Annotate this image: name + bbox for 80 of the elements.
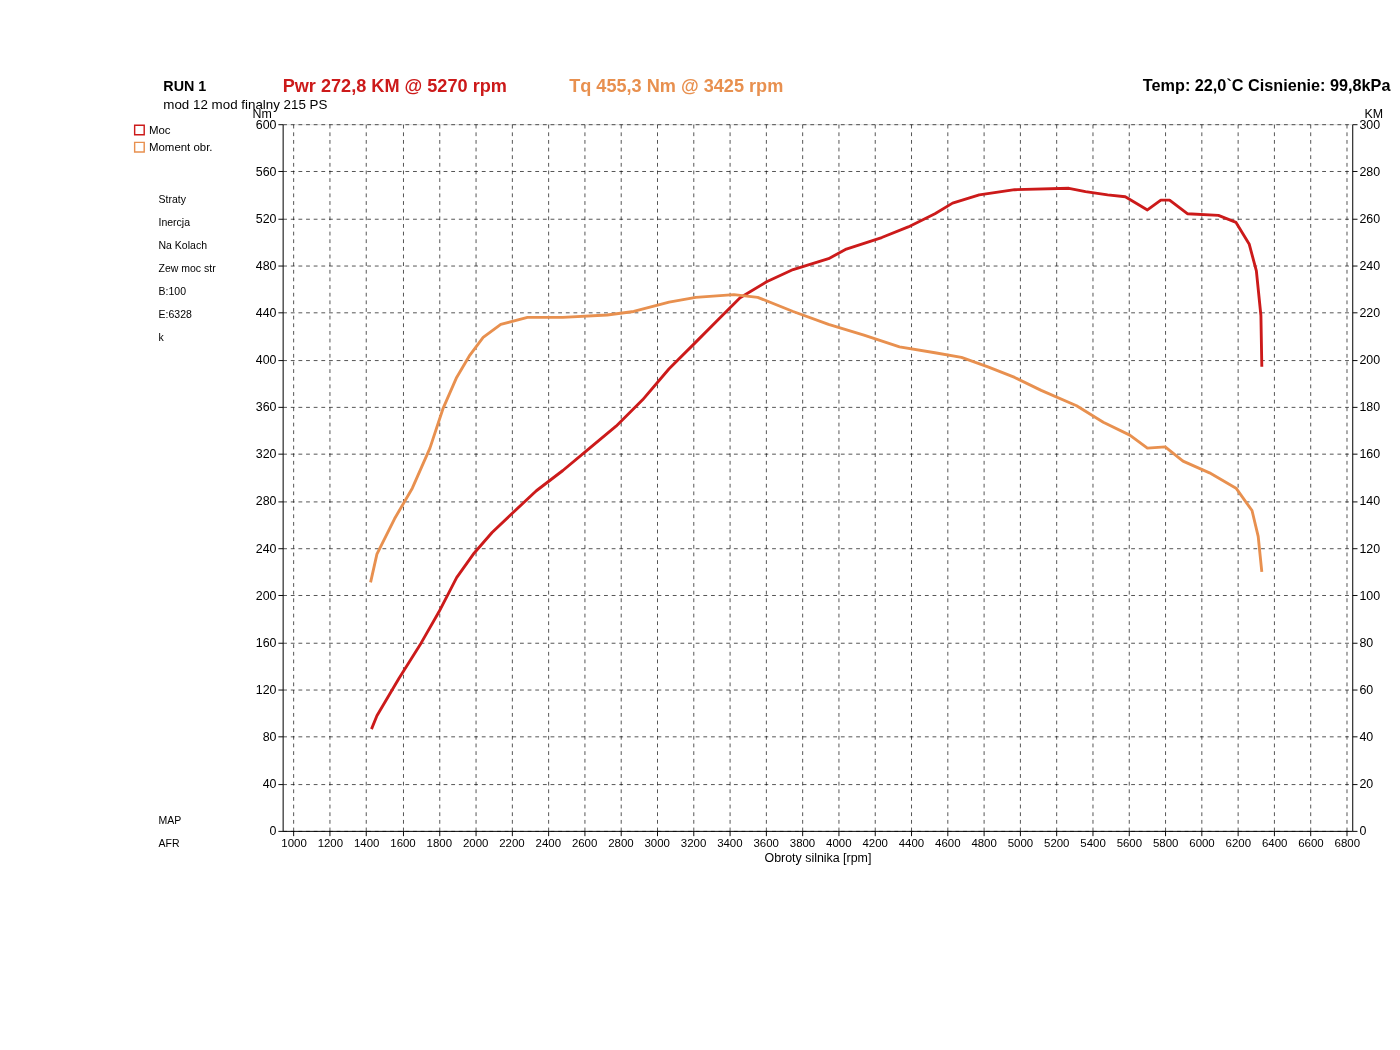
x-tick-label: 6000 — [1189, 836, 1215, 849]
y2-tick-label: 220 — [1359, 305, 1381, 320]
y2-tick-label: 240 — [1359, 258, 1381, 273]
legend-label: Moc — [148, 123, 171, 136]
x-tick-label: 3400 — [717, 836, 743, 849]
x-tick-label: 1000 — [281, 836, 307, 849]
y-tick-label: 0 — [269, 824, 277, 839]
y2-tick-label: 200 — [1359, 353, 1381, 368]
x-axis-title: Obroty silnika [rpm] — [764, 850, 872, 865]
text: Inercja — [158, 216, 191, 229]
text: Tq 455,3 Nm @ 3425 rpm — [569, 75, 784, 96]
x-tick-label: 4400 — [898, 836, 925, 849]
x-tick-label: 6400 — [1261, 836, 1288, 849]
text: Na Kolach — [158, 239, 208, 252]
text: Pwr 272,8 KM @ 5270 rpm — [282, 75, 507, 96]
y-tick-label: 280 — [255, 494, 277, 509]
x-tick-label: 6600 — [1298, 836, 1324, 849]
x-tick-label: 6200 — [1225, 836, 1252, 849]
x-tick-label: 2400 — [535, 836, 561, 849]
y2-tick-label: 80 — [1359, 635, 1374, 650]
y-tick-label: 400 — [255, 353, 277, 368]
line-series — [370, 186, 1264, 731]
y-tick-label: 160 — [255, 635, 277, 650]
y-tick-label: 320 — [255, 447, 277, 462]
x-tick-label: 3800 — [789, 836, 816, 849]
y-tick-label: 120 — [255, 682, 277, 697]
x-tick-label: 2200 — [499, 836, 525, 849]
y2-tick-label: 300 — [1359, 117, 1381, 132]
text: Straty — [158, 193, 187, 206]
x-tick-label: 5800 — [1152, 836, 1179, 849]
y2-tick-label: 180 — [1359, 400, 1381, 415]
x-tick-label: 4600 — [935, 836, 961, 849]
x-tick-label: 2600 — [571, 836, 598, 849]
text: B:100 — [158, 285, 187, 298]
x-tick-label: 4000 — [826, 836, 852, 849]
y-tick-label: 80 — [262, 729, 277, 744]
x-tick-label: 2000 — [462, 836, 489, 849]
x-tick-label: 2800 — [608, 836, 634, 849]
x-tick-label: 1400 — [353, 836, 380, 849]
y2-tick-label: 260 — [1359, 211, 1381, 226]
text: AFR — [158, 837, 180, 850]
x-tick-label: 5000 — [1007, 836, 1034, 849]
x-tick-label: 5200 — [1044, 836, 1070, 849]
y2-tick-label: 40 — [1359, 729, 1374, 744]
text: MAP — [158, 814, 182, 827]
x-tick-label: 1800 — [426, 836, 453, 849]
text: E:6328 — [158, 308, 192, 321]
y-tick-label: 240 — [255, 541, 277, 556]
y-tick-label: 40 — [262, 777, 277, 792]
y2-tick-label: 100 — [1359, 588, 1381, 603]
x-tick-label: 1600 — [390, 836, 416, 849]
x-tick-label: 4200 — [862, 836, 888, 849]
x-tick-label: 1200 — [317, 836, 344, 849]
y-tick-label: 360 — [255, 400, 277, 415]
x-tick-label: 6800 — [1334, 836, 1361, 849]
chart-title: RUN 1 — [163, 77, 207, 94]
legend-label: Moment obr. — [148, 140, 213, 153]
y-tick-label: 600 — [255, 117, 277, 132]
x-tick-label: 5600 — [1116, 836, 1143, 849]
y-tick-label: 520 — [255, 211, 277, 226]
x-tick-label: 3200 — [680, 836, 707, 849]
text: Temp: 22,0`C Cisnienie: 99,8kPa — [1142, 75, 1392, 94]
y2-tick-label: 280 — [1359, 164, 1381, 179]
y2-tick-label: 60 — [1359, 682, 1374, 697]
text: Zew moc str — [158, 262, 217, 275]
y-tick-label: 480 — [255, 258, 277, 273]
y-tick-label: 440 — [255, 305, 277, 320]
y2-tick-label: 0 — [1359, 824, 1367, 839]
text: k — [158, 331, 165, 343]
x-tick-label: 4800 — [971, 836, 997, 849]
x-tick-label: 5400 — [1080, 836, 1106, 849]
x-tick-label: 3600 — [753, 836, 779, 849]
y2-tick-label: 140 — [1359, 494, 1381, 509]
x-tick-label: 3000 — [644, 836, 670, 849]
y2-tick-label: 120 — [1359, 541, 1381, 556]
line-series — [369, 293, 1264, 584]
y2-tick-label: 160 — [1359, 447, 1381, 462]
y-tick-label: 200 — [255, 588, 277, 603]
y-tick-label: 560 — [255, 164, 277, 179]
y2-tick-label: 20 — [1359, 777, 1374, 792]
